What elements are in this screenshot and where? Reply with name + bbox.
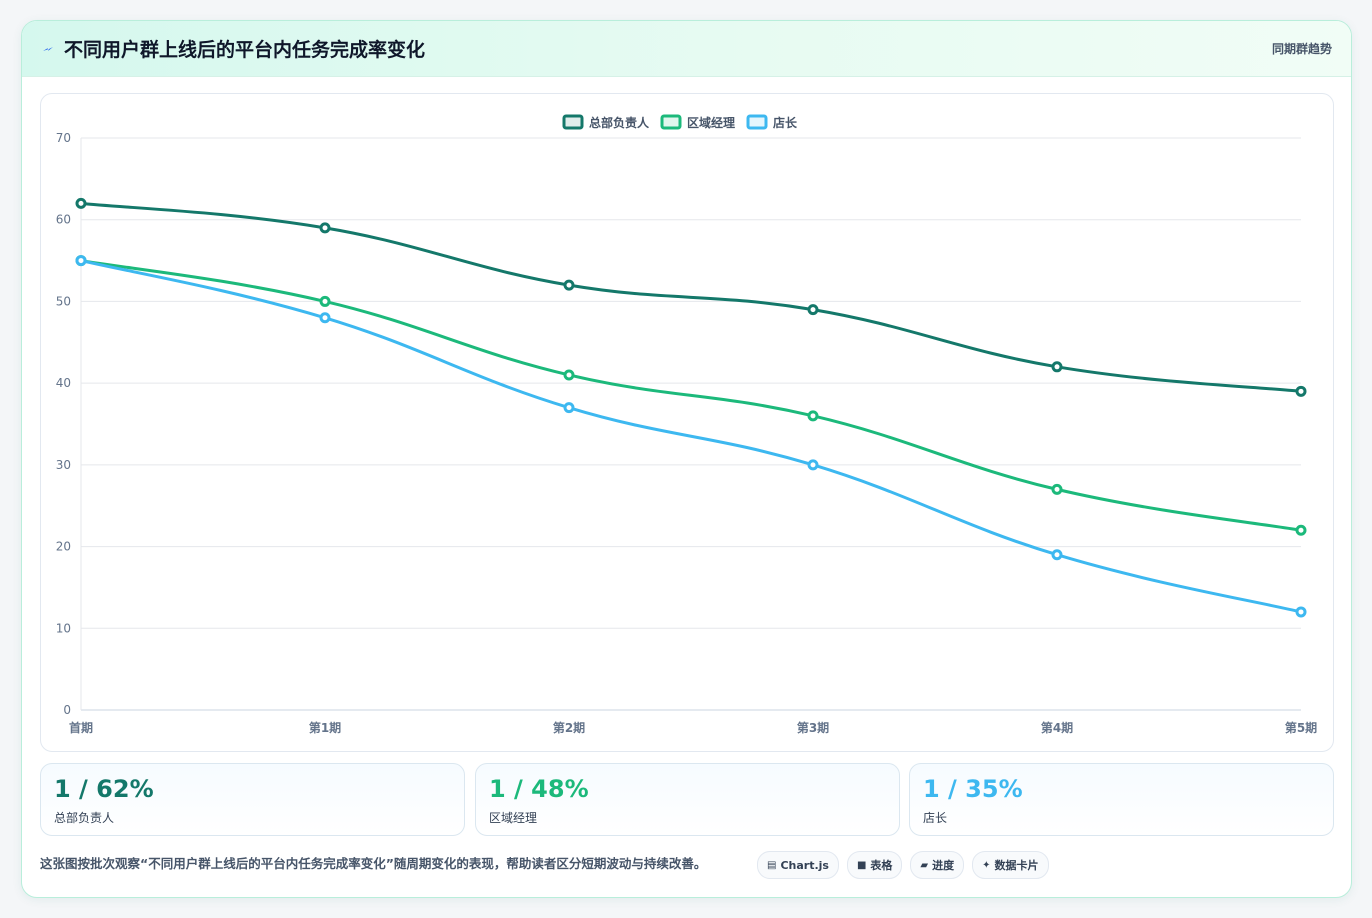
stat-value: 1 / 35% bbox=[923, 775, 1023, 803]
data-point[interactable] bbox=[563, 279, 575, 291]
legend-swatch bbox=[562, 114, 584, 130]
sparkle-icon bbox=[43, 47, 53, 51]
y-tick-label: 30 bbox=[56, 458, 71, 472]
chip-table[interactable]: ■ 表格 bbox=[846, 851, 903, 879]
data-point[interactable] bbox=[1295, 606, 1307, 618]
chip-chartjs[interactable]: ▤ Chart.js bbox=[757, 851, 839, 879]
chip-data-card[interactable]: ✦ 数据卡片 bbox=[972, 851, 1049, 879]
series-0 bbox=[75, 197, 1307, 397]
chart-card: 不同用户群上线后的平台内任务完成率变化 同期群趋势 0 10 20 30 40 50 60 7… bbox=[21, 20, 1352, 898]
stat-card-store: 1 / 35% 店长 bbox=[909, 763, 1334, 836]
stat-card-regional: 1 / 48% 区域经理 bbox=[475, 763, 900, 836]
data-point[interactable] bbox=[563, 369, 575, 381]
line-chart: 0 10 20 30 40 50 60 70 首期 第1期 第2期 第3期 第4期 第5期 总部负责人 区域… bbox=[56, 114, 1317, 735]
trend-tag: 同期群趋势 bbox=[1271, 42, 1332, 56]
y-tick-label: 50 bbox=[56, 294, 71, 308]
progress-icon: ▰ bbox=[920, 859, 929, 871]
data-point[interactable] bbox=[75, 255, 87, 267]
sparkle-icon: ✦ bbox=[982, 859, 991, 871]
stat-label: 店长 bbox=[923, 811, 948, 825]
legend-label: 总部负责人 bbox=[589, 115, 650, 130]
y-tick-label: 40 bbox=[56, 376, 71, 390]
data-point[interactable] bbox=[319, 222, 331, 234]
x-tick-label: 第3期 bbox=[797, 720, 829, 735]
legend-label: 区域经理 bbox=[687, 115, 735, 130]
chip-group: ▤ Chart.js ■ 表格 ▰ 进度 ✦ 数据卡片 bbox=[757, 851, 1049, 879]
y-tick-label: 20 bbox=[56, 540, 71, 554]
legend[interactable]: 总部负责人 区域经理 店长 bbox=[562, 114, 798, 130]
data-point[interactable] bbox=[1051, 483, 1063, 495]
chip-label: 数据卡片 bbox=[994, 859, 1039, 872]
series-line bbox=[79, 259, 1303, 532]
data-point[interactable] bbox=[75, 197, 87, 209]
series-line bbox=[79, 201, 1303, 393]
card-header: 不同用户群上线后的平台内任务完成率变化 同期群趋势 bbox=[22, 21, 1351, 77]
x-tick-label: 第4期 bbox=[1041, 720, 1073, 735]
stat-value: 1 / 48% bbox=[489, 775, 589, 803]
x-tick-label: 首期 bbox=[69, 720, 93, 735]
chart-description: 这张图按批次观察“不同用户群上线后的平台内任务完成率变化”随周期变化的表现，帮助… bbox=[40, 856, 707, 871]
data-point[interactable] bbox=[1051, 361, 1063, 373]
y-tick-label: 10 bbox=[56, 621, 71, 635]
legend-swatch bbox=[746, 114, 768, 130]
data-point[interactable] bbox=[1295, 524, 1307, 536]
data-point[interactable] bbox=[319, 295, 331, 307]
series-lines bbox=[75, 197, 1307, 618]
legend-item[interactable]: 区域经理 bbox=[660, 114, 735, 130]
legend-label: 店长 bbox=[773, 115, 798, 130]
stat-label: 总部负责人 bbox=[54, 811, 115, 825]
data-point[interactable] bbox=[1295, 385, 1307, 397]
chip-label: 进度 bbox=[932, 859, 955, 872]
stat-label: 区域经理 bbox=[489, 811, 538, 825]
data-point[interactable] bbox=[1051, 549, 1063, 561]
y-tick-label: 60 bbox=[56, 213, 71, 227]
y-tick-label: 0 bbox=[63, 703, 71, 717]
series-line bbox=[79, 259, 1303, 614]
data-point[interactable] bbox=[563, 402, 575, 414]
series-2 bbox=[75, 255, 1307, 618]
data-point[interactable] bbox=[807, 459, 819, 471]
data-point[interactable] bbox=[319, 312, 331, 324]
card-icon: ▤ bbox=[767, 859, 777, 871]
y-tick-label: 70 bbox=[56, 131, 71, 145]
chip-progress[interactable]: ▰ 进度 bbox=[910, 851, 965, 879]
table-icon: ■ bbox=[856, 859, 867, 871]
stat-card-hq: 1 / 62% 总部负责人 bbox=[40, 763, 465, 836]
legend-item[interactable]: 店长 bbox=[746, 114, 798, 130]
x-tick-label: 第1期 bbox=[309, 720, 341, 735]
x-tick-label: 第2期 bbox=[553, 720, 585, 735]
legend-swatch bbox=[660, 114, 682, 130]
x-tick-label: 第5期 bbox=[1285, 720, 1317, 735]
legend-item[interactable]: 总部负责人 bbox=[562, 114, 650, 130]
chart-panel: 0 10 20 30 40 50 60 70 首期 第1期 第2期 第3期 第4期 第5期 总部负责人 区域… bbox=[40, 93, 1334, 752]
axis-ticks: 0 10 20 30 40 50 60 70 首期 第1期 第2期 第3期 第4期 第5期 bbox=[56, 131, 1317, 735]
data-point[interactable] bbox=[807, 410, 819, 422]
chip-label: Chart.js bbox=[780, 858, 829, 872]
grid-lines bbox=[80, 137, 1301, 711]
data-point[interactable] bbox=[807, 304, 819, 316]
chip-label: 表格 bbox=[870, 859, 893, 872]
page-title: 不同用户群上线后的平台内任务完成率变化 bbox=[64, 39, 426, 61]
stat-value: 1 / 62% bbox=[54, 775, 154, 803]
